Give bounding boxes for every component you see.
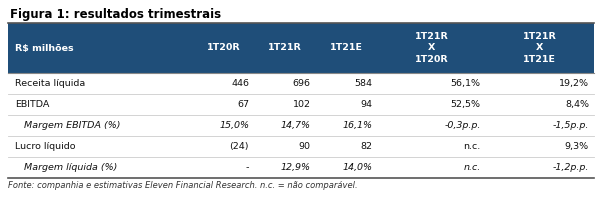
Text: Margem líquida (%): Margem líquida (%) xyxy=(15,163,117,172)
Text: 90: 90 xyxy=(299,142,311,151)
Text: 9,3%: 9,3% xyxy=(565,142,589,151)
Bar xyxy=(8,23,594,73)
Text: 584: 584 xyxy=(354,79,372,88)
Text: EBITDA: EBITDA xyxy=(15,100,49,109)
Text: -0,3p.p.: -0,3p.p. xyxy=(444,121,480,130)
Text: 446: 446 xyxy=(231,79,249,88)
Text: 8,4%: 8,4% xyxy=(565,100,589,109)
Text: -1,2p.p.: -1,2p.p. xyxy=(553,163,589,172)
Text: -: - xyxy=(246,163,249,172)
Text: 52,5%: 52,5% xyxy=(450,100,480,109)
Text: 1T21R
X
1T20R: 1T21R X 1T20R xyxy=(415,32,448,64)
Text: 1T20R: 1T20R xyxy=(206,44,240,52)
Text: (24): (24) xyxy=(229,142,249,151)
Text: 82: 82 xyxy=(360,142,372,151)
Text: 15,0%: 15,0% xyxy=(219,121,249,130)
Text: 14,7%: 14,7% xyxy=(281,121,311,130)
Text: n.c.: n.c. xyxy=(464,142,480,151)
Text: 12,9%: 12,9% xyxy=(281,163,311,172)
Text: 94: 94 xyxy=(360,100,372,109)
Text: 1T21R: 1T21R xyxy=(268,44,302,52)
Text: 1T21E: 1T21E xyxy=(330,44,363,52)
Text: 696: 696 xyxy=(293,79,311,88)
Text: -1,5p.p.: -1,5p.p. xyxy=(553,121,589,130)
Text: 16,1%: 16,1% xyxy=(342,121,372,130)
Text: 56,1%: 56,1% xyxy=(450,79,480,88)
Text: Fonte: companhia e estimativas Eleven Financial Research. n.c. = não comparável.: Fonte: companhia e estimativas Eleven Fi… xyxy=(8,181,358,190)
Text: 102: 102 xyxy=(293,100,311,109)
Text: n.c.: n.c. xyxy=(464,163,480,172)
Text: 19,2%: 19,2% xyxy=(559,79,589,88)
Text: 14,0%: 14,0% xyxy=(342,163,372,172)
Text: Receita líquida: Receita líquida xyxy=(15,79,85,88)
Text: 1T21R
X
1T21E: 1T21R X 1T21E xyxy=(523,32,557,64)
Text: Margem EBITDA (%): Margem EBITDA (%) xyxy=(15,121,120,130)
Text: 67: 67 xyxy=(237,100,249,109)
Text: Figura 1: resultados trimestrais: Figura 1: resultados trimestrais xyxy=(10,8,221,21)
Text: R$ milhões: R$ milhões xyxy=(15,44,73,52)
Text: Lucro líquido: Lucro líquido xyxy=(15,142,75,151)
